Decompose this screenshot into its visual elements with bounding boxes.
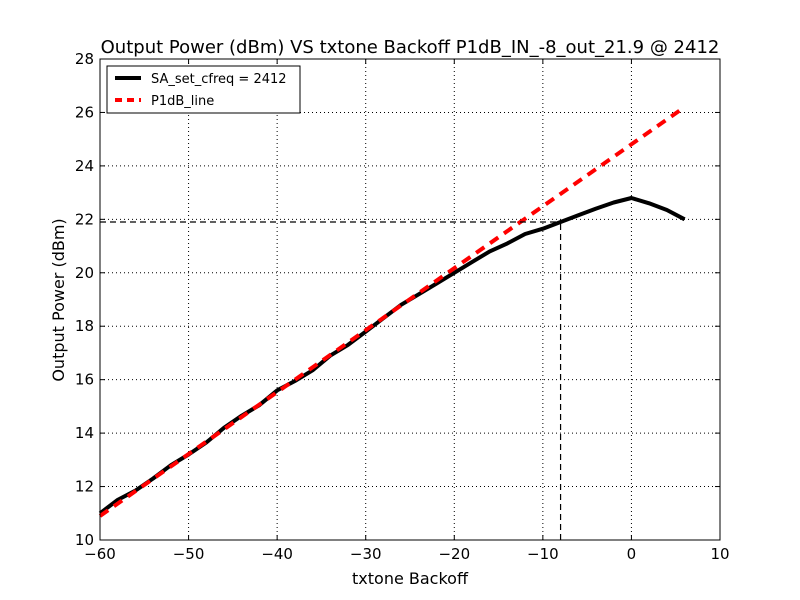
y-tick-label: 26 [75,103,94,121]
y-tick-label: 28 [75,50,94,68]
legend: SA_set_cfreq = 2412 P1dB_line [106,65,301,114]
y-tick-label: 14 [75,424,94,442]
x-tick-label: −60 [84,545,116,563]
x-axis-label: txtone Backoff [352,569,469,588]
series-sa-set-cfreq-line [98,196,686,515]
x-tick-label: −30 [350,545,382,563]
plot-data [98,105,686,518]
y-tick-label: 16 [75,371,94,389]
y-axis-label: Output Power (dBm) [49,218,68,381]
reference-lines [100,221,562,540]
plot-area-frame [99,58,721,541]
legend-label-sa-set-cfreq: SA_set_cfreq = 2412 [151,72,287,87]
y-tick-label: 10 [75,531,94,549]
legend-label-p1db-line: P1dB_line [151,94,214,109]
legend-box [106,65,301,114]
x-tick-label: 10 [710,545,729,563]
x-tick-label: 0 [627,545,637,563]
y-tick-label: 18 [75,317,94,335]
y-tick-label: 24 [75,157,94,175]
grid [100,59,720,540]
x-tick-label: −20 [438,545,470,563]
y-tick-label: 22 [75,210,94,228]
x-tick-label: −10 [527,545,559,563]
y-tick-label: 20 [75,264,94,282]
x-tick-label: −50 [173,545,205,563]
chart-title: Output Power (dBm) VS txtone Backoff P1d… [101,37,720,58]
y-tick-label: 12 [75,478,94,496]
axis-ticks: −60 −50 −40 −30 −20 −10 0 10 10 12 14 16 18 20 22 24 26 2… [75,50,730,563]
x-tick-label: −40 [261,545,293,563]
